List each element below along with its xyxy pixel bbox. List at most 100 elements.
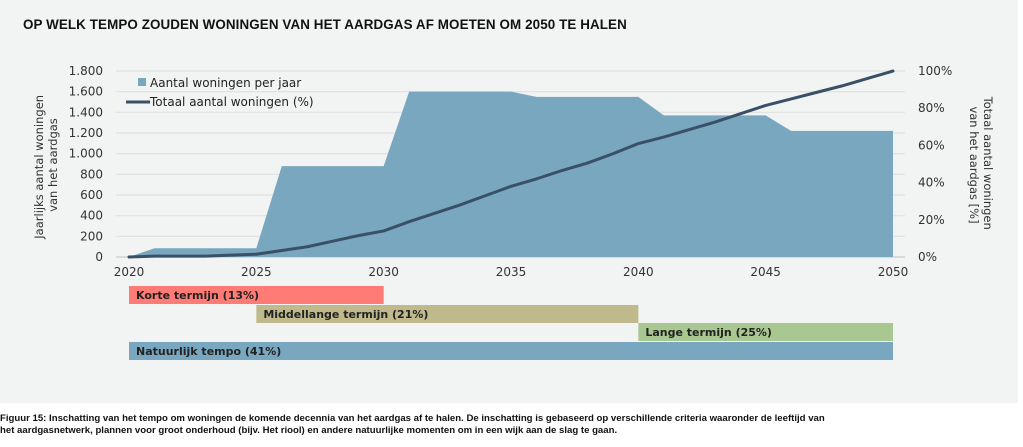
area-point (841, 129, 844, 132)
area-point (433, 90, 436, 93)
line-point (790, 97, 793, 100)
y-tick-label: 1.800 (69, 64, 103, 78)
line-point (764, 104, 767, 107)
line-point (560, 169, 563, 172)
line-point (535, 177, 538, 180)
y-tick-label: 0 (95, 250, 103, 264)
line-totaal-aantal-woningen (127, 69, 895, 259)
x-tick-label: 2045 (750, 265, 781, 279)
area-point (892, 129, 895, 132)
area-point (178, 247, 181, 250)
line-point (586, 162, 589, 165)
area-point (713, 114, 716, 117)
line-point (408, 220, 411, 223)
area-point (331, 165, 334, 168)
period-bar-label: Middellange termijn (21%) (263, 308, 428, 321)
period-bar (129, 286, 384, 304)
y2-tick-label: 100% (918, 64, 952, 78)
y2-tick-label: 80% (918, 101, 945, 115)
line-point (459, 203, 462, 206)
y-tick-label: 1.000 (69, 147, 103, 161)
legend: Aantal woningen per jaar Totaal aantal w… (126, 76, 314, 109)
x-tick-label: 2025 (241, 265, 272, 279)
area-point (382, 165, 385, 168)
left-axis-ticks: 0 200 400 600 800 1.000 1.200 1.400 1.600 1.800 (69, 64, 103, 264)
legend-swatch-area (138, 78, 146, 86)
y-tick-label: 600 (80, 188, 103, 202)
line-point (815, 91, 818, 94)
y-tick-label: 1.400 (69, 105, 103, 119)
area-point (510, 90, 513, 93)
x-tick-label: 2040 (623, 265, 654, 279)
line-point (204, 255, 207, 258)
area-point (204, 247, 207, 250)
y-tick-label: 400 (80, 209, 103, 223)
y-tick-label: 1.600 (69, 85, 103, 99)
line-point (433, 212, 436, 215)
x-tick-label: 2020 (114, 265, 145, 279)
line-point (662, 136, 665, 139)
area-point (764, 114, 767, 117)
x-tick-label: 2050 (878, 265, 909, 279)
area-point (229, 247, 232, 250)
x-tick-label: 2030 (368, 265, 399, 279)
area-point (484, 90, 487, 93)
area-point (357, 165, 360, 168)
area-point (866, 129, 869, 132)
line-point (153, 255, 156, 258)
area-point (560, 95, 563, 98)
y-tick-label: 200 (80, 229, 103, 243)
line-point (611, 152, 614, 155)
y-tick-label: 800 (80, 167, 103, 181)
area-series-layer (129, 90, 895, 258)
y-tick-label: 1.200 (69, 126, 103, 140)
right-axis-ticks: 0% 20% 40% 60% 80% 100% (918, 64, 952, 264)
area-point (637, 95, 640, 98)
line-point (178, 255, 181, 258)
caption-line-1: Figuur 15: Inschatting van het tempo om … (0, 413, 825, 424)
line-point (255, 253, 258, 256)
area-point (255, 247, 258, 250)
period-bar-label: Natuurlijk tempo (41%) (136, 345, 281, 358)
line-point (892, 70, 895, 73)
line-point (841, 84, 844, 87)
chart: 0 200 400 600 800 1.000 1.200 1.400 1.600 1.800 0… (32, 64, 995, 360)
period-bar (256, 305, 639, 323)
area-point (535, 95, 538, 98)
line-point (280, 249, 283, 252)
line-point (306, 245, 309, 248)
area-point (790, 129, 793, 132)
caption-line-2: het aardgasnetwerk, plannen voor groot o… (0, 425, 618, 436)
period-bar (638, 323, 893, 341)
left-axis-title-line-1: Jaarlijks aantal woningen (32, 95, 46, 240)
area-point (280, 165, 283, 168)
area-point (688, 114, 691, 117)
line-point (866, 77, 869, 80)
line-point (637, 142, 640, 145)
figure-caption: Figuur 15: Inschatting van het tempo om … (0, 413, 1020, 437)
y2-tick-label: 40% (918, 176, 945, 190)
line-point (739, 112, 742, 115)
line-point (688, 128, 691, 131)
left-axis-title: Jaarlijks aantal woningen van het aardga… (32, 91, 60, 239)
line-point (357, 234, 360, 237)
y2-tick-label: 20% (918, 213, 945, 227)
line-series-layer (127, 69, 895, 259)
area-point (815, 129, 818, 132)
period-bar-label: Korte termijn (13%) (136, 289, 259, 302)
y2-tick-label: 60% (918, 138, 945, 152)
right-axis-title: Totaal aantal woningen van het aardgas [… (967, 96, 995, 234)
area-point (611, 95, 614, 98)
area-point (408, 90, 411, 93)
left-axis-title-line-2: van het aardgas (46, 118, 60, 212)
legend-label-area: Aantal woningen per jaar (150, 76, 301, 90)
area-point (306, 165, 309, 168)
line-point (229, 254, 232, 257)
period-bars: Korte termijn (13%) Middellange termijn (… (129, 286, 893, 360)
line-point (484, 194, 487, 197)
line-point (713, 121, 716, 124)
y2-tick-label: 0% (918, 250, 937, 264)
period-bar (129, 342, 893, 360)
line-point (382, 229, 385, 232)
area-point (586, 95, 589, 98)
